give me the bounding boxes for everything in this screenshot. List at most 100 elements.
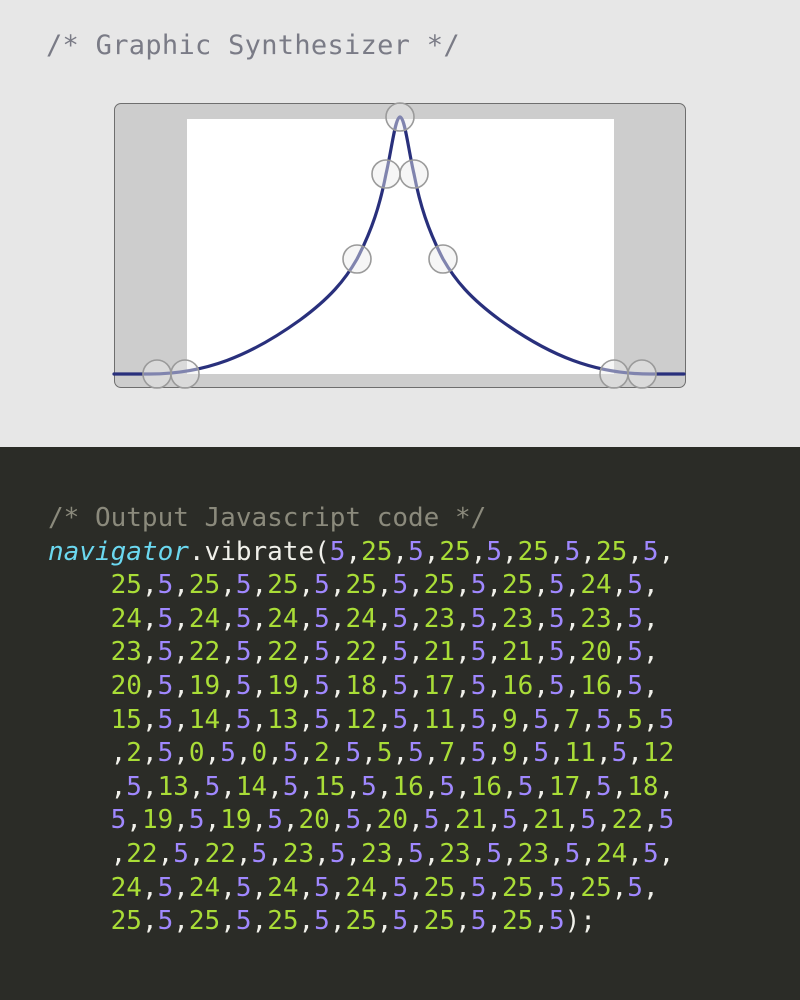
curve-control-handle[interactable] [428, 244, 458, 274]
vibration-pattern-value: 5 [549, 637, 565, 668]
vibration-pattern-value: 5 [392, 570, 409, 601]
vibration-pattern-value: 25 [502, 906, 534, 937]
vibration-pattern-value: 5 [314, 704, 330, 735]
code-comma: , [204, 805, 221, 836]
code-comma: , [486, 670, 503, 701]
code-comma: , [627, 536, 643, 567]
curve-control-handle[interactable] [599, 359, 629, 389]
code-comma: , [376, 637, 393, 668]
vibration-pattern-value: 24 [188, 872, 221, 903]
code-comma: , [220, 637, 236, 668]
code-comma: , [220, 872, 236, 903]
code-comma: , [611, 637, 628, 668]
code-comma: , [392, 838, 409, 869]
vibration-pattern-value: 24 [595, 838, 628, 869]
vibration-pattern-value: 25 [361, 536, 393, 567]
code-comma: , [564, 570, 581, 601]
curve-control-handle[interactable] [342, 244, 372, 274]
vibration-pattern-value: 24 [267, 603, 299, 634]
curve-control-handle[interactable] [399, 159, 429, 189]
vibration-pattern-value: 21 [533, 805, 565, 836]
code-comma: , [486, 906, 503, 937]
curve-control-handle[interactable] [142, 359, 172, 389]
code-comma: , [564, 670, 581, 701]
vibration-pattern-value: 5 [533, 738, 549, 769]
code-comma: , [376, 670, 393, 701]
code-comma: , [141, 570, 158, 601]
code-comma: , [251, 704, 268, 735]
curve-control-handle[interactable] [170, 359, 200, 389]
code-comma: , [376, 603, 393, 634]
code-comma: , [423, 838, 440, 869]
code-comma: , [564, 603, 581, 634]
curve-editor[interactable] [114, 103, 686, 388]
vibration-pattern-value: 13 [157, 771, 189, 802]
vibration-pattern-value: 5 [220, 738, 236, 769]
vibration-pattern-value: 20 [298, 805, 330, 836]
vibration-pattern-value: 25 [423, 906, 456, 937]
curve-control-handle[interactable] [385, 102, 415, 132]
vibration-pattern-value: 5 [627, 670, 643, 701]
vibration-pattern-value: 9 [502, 704, 518, 735]
vibration-pattern-value: 25 [580, 872, 612, 903]
vibration-pattern-value: 22 [611, 805, 643, 836]
vibration-pattern-value: 25 [502, 872, 534, 903]
vibration-pattern-value: 14 [188, 704, 221, 735]
code-comma: , [173, 570, 189, 601]
vibration-pattern-value: 5 [408, 838, 424, 869]
code-object-name: navigator [48, 536, 189, 567]
code-comma: , [329, 603, 346, 634]
code-method-call: .vibrate( [188, 536, 330, 567]
code-comma: , [627, 838, 643, 869]
code-comma: , [486, 603, 503, 634]
code-comma: , [173, 738, 189, 769]
vibration-pattern-value: 21 [502, 637, 534, 668]
vibration-pattern-value: 11 [423, 704, 456, 735]
code-comma: , [220, 704, 236, 735]
vibration-pattern-value: 25 [267, 906, 299, 937]
code-comma: , [580, 536, 596, 567]
vibration-pattern-value: 12 [642, 738, 675, 769]
code-comma: , [533, 872, 549, 903]
vibration-pattern-value: 22 [204, 838, 236, 869]
code-comma: , [141, 738, 158, 769]
vibration-pattern-value: 5 [235, 570, 252, 601]
vibration-pattern-value: 16 [470, 771, 503, 802]
code-comma: , [408, 906, 424, 937]
vibration-pattern-value: 13 [267, 704, 299, 735]
code-comma: , [470, 536, 487, 567]
vibration-pattern-value: 5 [470, 906, 487, 937]
vibration-pattern-value: 5 [204, 771, 221, 802]
code-comma: , [627, 738, 643, 769]
code-comma: , [141, 704, 158, 735]
code-comma: , [188, 838, 205, 869]
curve-canvas[interactable] [187, 119, 614, 374]
vibration-pattern-value: 5 [329, 536, 346, 567]
vibration-pattern-value: 5 [627, 570, 643, 601]
code-comma: , [564, 805, 581, 836]
code-comma: , [235, 738, 252, 769]
code-comma: , [408, 805, 424, 836]
code-comma: , [251, 805, 268, 836]
vibration-pattern-value: 5 [642, 838, 659, 869]
code-comma: , [329, 570, 346, 601]
code-comma: , [486, 637, 503, 668]
synthesizer-panel: /* Graphic Synthesizer */ [0, 0, 800, 447]
code-comma: , [611, 704, 628, 735]
curve-control-handle[interactable] [371, 159, 401, 189]
vibration-pattern-value: 24 [110, 603, 142, 634]
vibration-pattern-value: 25 [423, 872, 456, 903]
vibration-pattern-value: 5 [549, 906, 565, 937]
vibration-pattern-value: 5 [470, 670, 487, 701]
code-comma: , [517, 738, 534, 769]
curve-control-handle[interactable] [627, 359, 657, 389]
vibration-pattern-value: 25 [345, 906, 377, 937]
code-comma: , [251, 570, 268, 601]
code-comma: , [549, 704, 565, 735]
code-comma: , [173, 872, 189, 903]
code-comma: , [549, 738, 565, 769]
code-comma: , [298, 603, 315, 634]
vibration-pattern-value: 5 [188, 805, 205, 836]
code-comma: , [455, 771, 471, 802]
vibration-pattern-value: 5 [329, 838, 346, 869]
